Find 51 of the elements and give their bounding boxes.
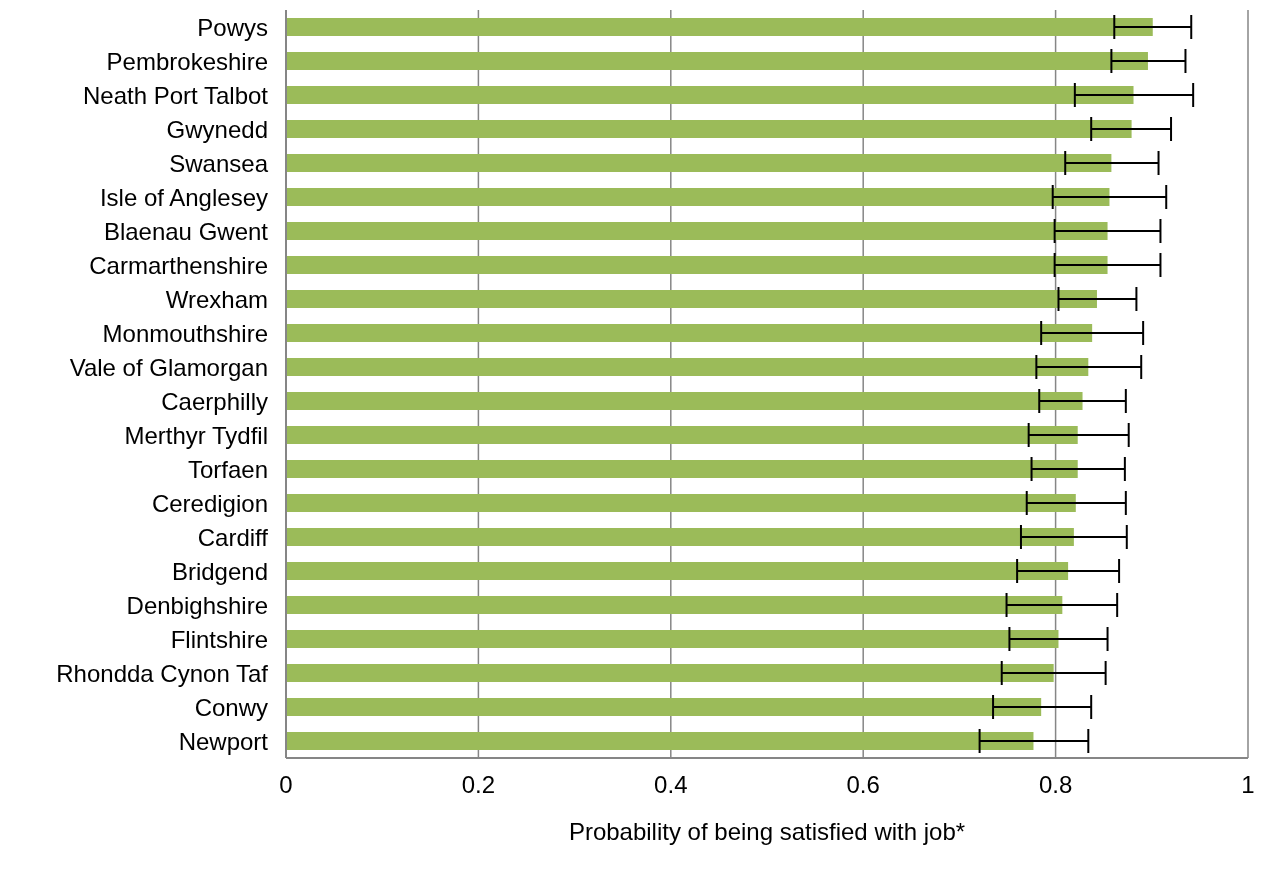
y-tick-label: Flintshire (170, 625, 268, 653)
x-tick-label: 0.6 (846, 771, 880, 799)
y-tick-label: Pembrokeshire (106, 47, 268, 75)
bar (286, 154, 1112, 172)
bar (286, 18, 1153, 36)
y-tick-label: Denbighshire (126, 591, 268, 619)
bar (286, 494, 1076, 512)
x-tick-label: 0.2 (461, 771, 496, 799)
y-tick-label: Isle of Anglesey (99, 183, 268, 211)
y-tick-label: Neath Port Talbot (82, 81, 269, 109)
y-tick-label: Merthyr Tydfil (124, 421, 268, 449)
bar (286, 698, 1042, 716)
y-tick-label: Newport (178, 727, 269, 755)
bar (286, 426, 1078, 444)
bar (286, 52, 1148, 70)
bar (286, 222, 1108, 240)
y-tick-label: Blaenau Gwent (103, 217, 269, 245)
x-tick-label: 1 (1241, 771, 1255, 799)
y-tick-label: Cardiff (197, 523, 269, 551)
bar (286, 392, 1083, 410)
bar (286, 460, 1078, 478)
y-tick-label: Rhondda Cynon Taf (56, 659, 269, 687)
bar (286, 664, 1054, 682)
x-axis-title: Probability of being satisfied with job* (568, 818, 966, 845)
bar (286, 528, 1074, 546)
bar (286, 290, 1097, 308)
y-tick-label: Ceredigion (151, 489, 268, 517)
y-tick-label: Monmouthshire (102, 319, 268, 347)
y-tick-label: Wrexham (165, 285, 268, 313)
bar (286, 324, 1093, 342)
bar (286, 358, 1089, 376)
y-tick-label: Conwy (194, 693, 268, 721)
bar (286, 120, 1132, 138)
x-tick-label: 0 (279, 771, 293, 799)
bar (286, 188, 1110, 206)
y-tick-label: Caerphilly (161, 387, 268, 415)
bar (286, 630, 1059, 648)
x-tick-label: 0.8 (1038, 771, 1073, 799)
y-tick-label: Carmarthenshire (89, 251, 268, 279)
bar (286, 732, 1034, 750)
y-tick-label: Torfaen (187, 455, 268, 483)
y-tick-label: Swansea (169, 149, 269, 177)
y-tick-label: Gwynedd (166, 115, 268, 143)
y-tick-label: Vale of Glamorgan (69, 353, 268, 381)
x-tick-label: 0.4 (654, 771, 688, 799)
bar (286, 256, 1108, 274)
bar (286, 596, 1063, 614)
bar (286, 562, 1069, 580)
y-tick-label: Bridgend (171, 557, 268, 585)
y-tick-label: Powys (197, 13, 268, 41)
bar (286, 86, 1134, 104)
